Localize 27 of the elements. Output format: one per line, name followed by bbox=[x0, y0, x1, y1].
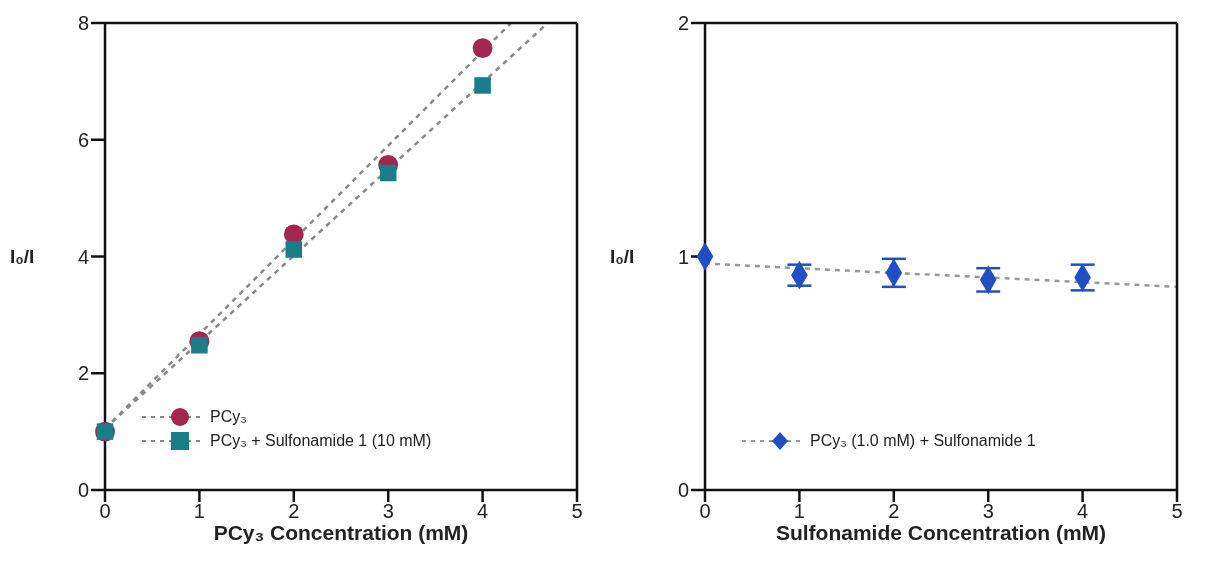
x-tick-label: 2 bbox=[888, 500, 900, 523]
x-axis-title: Sulfonamide Concentration (mM) bbox=[775, 521, 1107, 544]
x-tick-label: 3 bbox=[382, 500, 394, 523]
y-axis-title: I₀/I bbox=[610, 246, 635, 268]
y-tick-label: 0 bbox=[677, 479, 689, 502]
x-tick-label: 2 bbox=[288, 500, 300, 523]
x-tick-label: 1 bbox=[793, 500, 805, 523]
x-tick-label: 4 bbox=[1077, 500, 1089, 523]
x-tick-label: 5 bbox=[1171, 500, 1183, 523]
y-axis-title: I₀/I bbox=[10, 246, 35, 268]
x-axis-title: PCy₃ Concentration (mM) bbox=[213, 521, 469, 544]
x-tick-label: 4 bbox=[477, 500, 489, 523]
legend-label: PCy₃ (1.0 mM) + Sulfonamide 1 bbox=[810, 432, 1036, 450]
legend-label: PCy₃ bbox=[210, 408, 247, 426]
x-tick-label: 0 bbox=[699, 500, 711, 523]
y-tick-label: 1 bbox=[677, 245, 689, 268]
y-tick-label: 2 bbox=[677, 12, 689, 35]
legend-label: PCy₃ + Sulfonamide 1 (10 mM) bbox=[210, 432, 432, 450]
y-tick-label: 4 bbox=[77, 245, 89, 268]
x-tick-label: 3 bbox=[982, 500, 994, 523]
x-tick-label: 1 bbox=[193, 500, 205, 523]
y-tick-label: 6 bbox=[77, 128, 89, 151]
y-tick-label: 8 bbox=[77, 12, 89, 35]
x-tick-label: 0 bbox=[99, 500, 111, 523]
y-tick-label: 0 bbox=[77, 479, 89, 502]
y-tick-label: 2 bbox=[77, 362, 89, 385]
x-tick-label: 5 bbox=[571, 500, 583, 523]
